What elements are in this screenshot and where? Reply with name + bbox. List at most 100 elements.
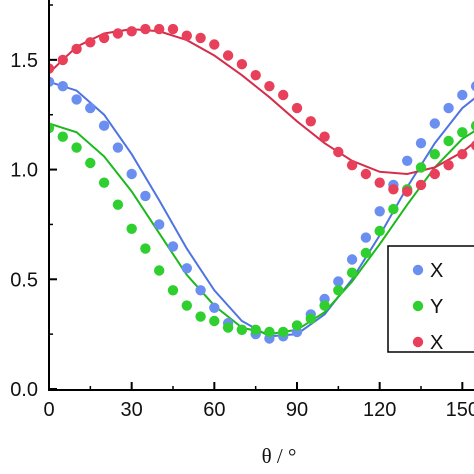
series-2-point <box>222 50 234 61</box>
series-2-point <box>126 26 137 37</box>
series-2-point <box>112 28 124 39</box>
axes-layer: 0 30 60 90 120 150 0.0 0.5 1.0 1.5 θ / ° <box>10 0 474 468</box>
x-axis-label: θ / ° <box>262 444 297 468</box>
series-0-point <box>167 241 179 252</box>
series-2-point <box>264 81 275 92</box>
series-2-point <box>360 168 372 180</box>
series-1-point <box>49 122 55 134</box>
series-2-point <box>333 146 344 158</box>
legend-marker <box>412 300 424 312</box>
series-2-point <box>140 23 151 35</box>
series-2-point <box>319 131 330 142</box>
series-1-point <box>374 225 385 237</box>
series-0-point <box>443 102 454 114</box>
series-1-point <box>209 315 220 327</box>
series-2-point <box>57 54 68 66</box>
series-1-point <box>250 324 261 335</box>
series-1-point <box>71 142 82 153</box>
x-tick-label: 150 <box>446 399 474 421</box>
series-1-point <box>305 313 316 324</box>
series-1-point <box>333 285 344 296</box>
series-2-point <box>278 89 289 101</box>
series-1-point <box>470 120 474 131</box>
series-1-point <box>457 127 468 138</box>
series-2-point <box>181 30 192 41</box>
series-0-point <box>360 232 372 243</box>
series-2-point <box>443 160 454 171</box>
series-1-point <box>415 162 427 173</box>
series-1-point <box>291 320 303 331</box>
legend-label: X <box>430 260 443 282</box>
series-0-point <box>346 254 358 265</box>
series-0-point <box>429 118 440 129</box>
series-0-point <box>154 219 165 230</box>
series-0-point <box>85 102 96 114</box>
series-1-point <box>278 326 289 338</box>
series-1-point <box>264 326 275 338</box>
series-2-point <box>415 179 427 191</box>
y-tick-label: 1.5 <box>10 50 38 72</box>
series-layer <box>49 23 474 344</box>
series-2-point <box>291 102 303 114</box>
series-2-point <box>402 186 413 197</box>
series-0-point <box>112 142 124 153</box>
series-0-point <box>98 120 110 131</box>
series-1-point <box>85 157 96 169</box>
series-2-point <box>457 149 468 160</box>
x-tick-label: 120 <box>363 399 396 421</box>
series-1-point <box>360 247 372 259</box>
series-0-point <box>71 94 82 105</box>
legend-label: X <box>430 332 443 354</box>
x-tick-label: 0 <box>43 399 54 421</box>
series-2-point <box>346 160 358 171</box>
series-1-point <box>154 265 165 276</box>
legend-marker <box>412 336 424 348</box>
series-0-point <box>457 89 468 101</box>
series-1-point <box>429 149 440 160</box>
series-0-point <box>140 190 151 202</box>
series-2-point <box>305 116 316 127</box>
series-1-point <box>98 177 110 188</box>
series-2-point <box>98 32 110 44</box>
series-1-point <box>126 223 137 234</box>
series-0-point <box>333 276 344 287</box>
series-2-point <box>167 23 179 35</box>
series-0-point <box>49 76 55 87</box>
series-1-point <box>319 300 330 311</box>
series-0-point <box>470 81 474 91</box>
series-2-fit-line <box>49 28 474 176</box>
series-2-point <box>209 39 220 50</box>
series-2-point <box>429 168 440 180</box>
y-tick-label: 0.5 <box>10 269 38 291</box>
series-1-point <box>112 199 124 210</box>
legend-marker <box>412 264 424 276</box>
series-0-point <box>374 206 385 217</box>
series-2-point <box>388 184 399 195</box>
series-1-point <box>222 322 234 333</box>
y-tick-label: 0.0 <box>10 379 38 401</box>
legend-box <box>387 245 474 353</box>
series-1-point <box>167 285 179 296</box>
series-1-point <box>346 267 358 278</box>
series-0-point <box>181 263 192 274</box>
series-1-point <box>443 135 454 147</box>
series-2-point <box>49 63 55 74</box>
legend-label: Y <box>430 296 443 318</box>
series-2-point <box>85 37 96 48</box>
series-0-point <box>415 138 427 149</box>
y-tick-label: 1.0 <box>10 160 38 182</box>
series-2-point <box>154 23 165 35</box>
series-2-point <box>195 32 206 44</box>
legend: XYX <box>387 245 474 354</box>
series-2-point <box>250 70 261 81</box>
series-1-point <box>181 300 192 311</box>
x-tick-label: 90 <box>286 399 308 421</box>
x-tick-label: 30 <box>121 399 143 421</box>
series-1-point <box>388 203 399 215</box>
series-2-point <box>470 140 474 151</box>
series-1-point <box>195 311 206 322</box>
series-0-point <box>209 302 220 313</box>
series-2-point <box>374 177 385 188</box>
x-tick-label: 60 <box>203 399 225 421</box>
